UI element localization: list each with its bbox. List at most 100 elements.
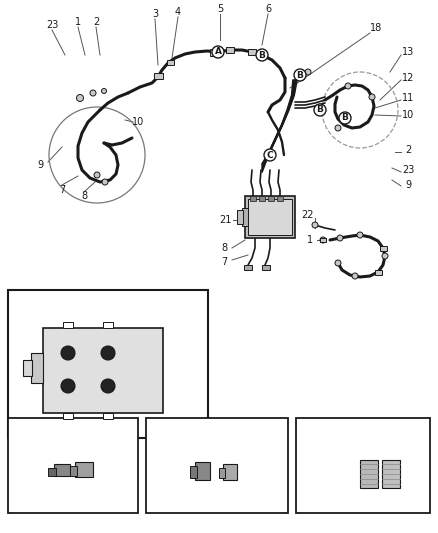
Text: 7: 7 (59, 185, 65, 195)
Text: B: B (317, 106, 323, 115)
Bar (70, 466, 77, 476)
Bar (296, 418, 430, 513)
Text: 21: 21 (219, 215, 231, 225)
Bar (237, 210, 243, 224)
Bar (23, 360, 32, 376)
Text: 9: 9 (37, 160, 43, 170)
Text: A: A (215, 47, 222, 56)
Bar (250, 196, 256, 201)
Circle shape (339, 112, 351, 124)
Bar (248, 49, 256, 55)
Circle shape (156, 425, 170, 439)
Circle shape (102, 179, 108, 185)
Text: 10: 10 (99, 423, 111, 433)
Text: A: A (21, 427, 28, 437)
Text: 3: 3 (162, 493, 168, 503)
Circle shape (264, 149, 276, 161)
Circle shape (90, 90, 96, 96)
Text: 13: 13 (402, 47, 414, 57)
Bar (382, 460, 400, 488)
Bar (153, 73, 162, 79)
Text: 17: 17 (15, 375, 27, 385)
Text: B: B (258, 51, 265, 60)
Bar (226, 47, 234, 53)
Circle shape (335, 260, 341, 266)
Bar (43, 328, 163, 413)
Text: 3: 3 (49, 493, 55, 503)
Circle shape (306, 425, 320, 439)
Circle shape (320, 237, 326, 243)
Circle shape (94, 172, 100, 178)
Circle shape (328, 464, 336, 472)
Circle shape (337, 235, 343, 241)
Circle shape (314, 104, 326, 116)
Text: 12: 12 (59, 317, 71, 327)
Bar (8, 418, 138, 513)
Bar (245, 196, 295, 238)
Text: 2: 2 (405, 145, 411, 155)
Text: (MODULATOR): (MODULATOR) (28, 304, 135, 317)
Text: 12: 12 (402, 73, 414, 83)
Circle shape (101, 379, 115, 393)
Bar (223, 464, 237, 480)
Bar (63, 322, 73, 328)
Text: 13: 13 (59, 423, 71, 433)
Text: 23: 23 (46, 20, 58, 30)
Bar (75, 462, 93, 477)
Bar (63, 413, 73, 419)
Text: 8: 8 (221, 243, 227, 253)
Text: 20: 20 (389, 493, 401, 503)
Bar (259, 196, 265, 201)
Text: B: B (297, 70, 304, 79)
Bar (262, 265, 270, 270)
Circle shape (357, 232, 363, 238)
Text: 10: 10 (99, 317, 111, 327)
Text: 22: 22 (302, 210, 314, 220)
Circle shape (345, 83, 351, 89)
Bar (248, 199, 292, 235)
Bar (48, 468, 56, 476)
Text: 10: 10 (402, 110, 414, 120)
Text: 10: 10 (132, 117, 144, 127)
Circle shape (297, 72, 303, 78)
Text: 4: 4 (175, 7, 181, 17)
Text: B: B (342, 114, 349, 123)
Circle shape (352, 273, 358, 279)
Circle shape (61, 346, 75, 360)
Circle shape (312, 222, 318, 228)
Text: 5: 5 (217, 4, 223, 14)
Circle shape (168, 464, 176, 472)
Text: 19: 19 (319, 493, 331, 503)
Text: 14: 14 (86, 446, 98, 456)
Circle shape (321, 471, 328, 478)
Text: 1: 1 (307, 235, 313, 245)
Bar (277, 196, 283, 201)
Bar (103, 413, 113, 419)
Text: 8: 8 (81, 191, 87, 201)
Text: 18: 18 (370, 23, 382, 33)
Bar (320, 238, 326, 242)
Bar (54, 464, 70, 476)
Text: 7: 7 (221, 257, 227, 267)
Text: 18: 18 (19, 355, 31, 365)
Text: 9: 9 (405, 180, 411, 190)
Circle shape (101, 346, 115, 360)
Bar (219, 468, 225, 478)
Circle shape (102, 88, 106, 93)
Bar (8, 290, 208, 438)
Text: 1: 1 (75, 17, 81, 27)
Bar (103, 322, 113, 328)
Text: B: B (159, 427, 166, 437)
Bar (244, 265, 252, 270)
Text: 15: 15 (193, 493, 205, 503)
Bar (268, 196, 274, 201)
Text: 3: 3 (377, 441, 383, 451)
Circle shape (61, 379, 75, 393)
Text: 3: 3 (152, 9, 158, 19)
Bar (242, 208, 248, 226)
Circle shape (382, 253, 388, 259)
Bar (374, 270, 381, 274)
Circle shape (335, 125, 341, 131)
Bar (190, 466, 197, 478)
Circle shape (18, 425, 32, 439)
